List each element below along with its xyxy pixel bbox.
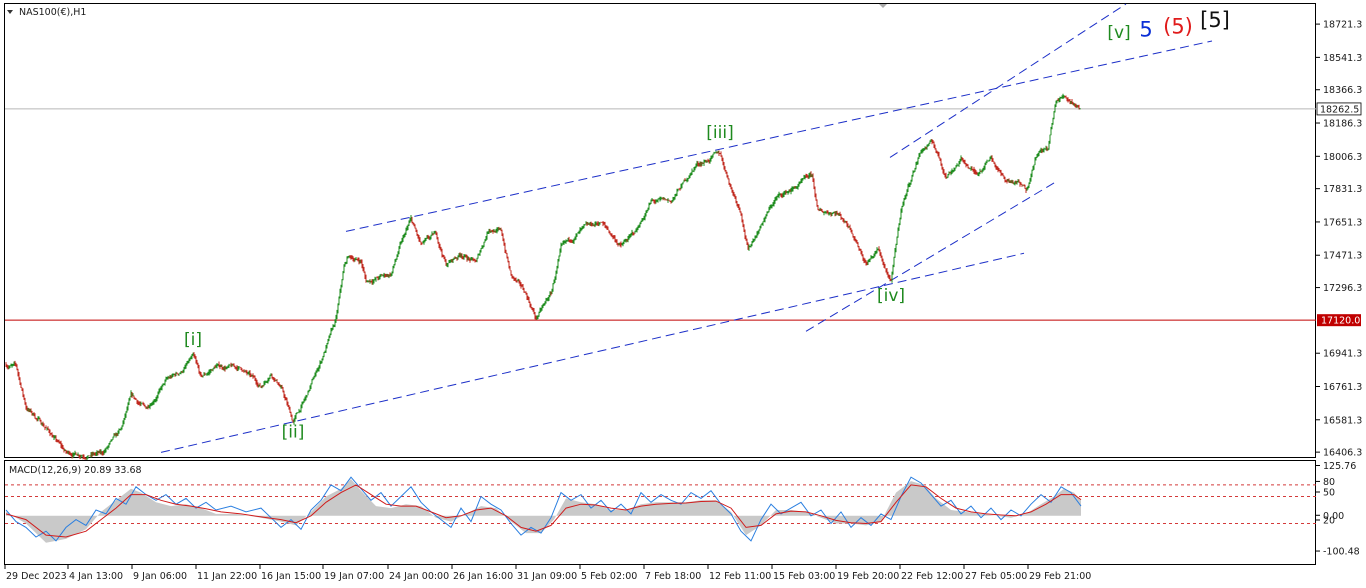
macd-tick-label: 80 (1323, 477, 1335, 488)
current-price-tag (1316, 102, 1362, 116)
wave-label: [ii] (282, 423, 305, 443)
time-axis: 29 Dec 2023 4 Jan 13:00 9 Jan 06:00 11 Jan … (4, 565, 1091, 582)
signal-line (5, 484, 1082, 538)
time-tick-label: 22 Feb 12:00 (901, 571, 963, 582)
wave-label: 5 (1139, 17, 1152, 41)
collapse-triangle-icon[interactable] (7, 10, 13, 14)
time-tick-label: 15 Feb 03:00 (773, 571, 835, 582)
macd-tick-label: 20 (1323, 515, 1335, 526)
trendline-1 (160, 252, 1025, 453)
trendline-3 (805, 180, 1059, 332)
price-tick-label: 18541.3 (1323, 53, 1362, 64)
wave-label: (5) (1163, 15, 1193, 39)
macd-line (5, 476, 1082, 542)
macd-pane-frame (4, 460, 1316, 565)
level-price-tag (1317, 314, 1361, 327)
price-tick-label: 18006.3 (1323, 152, 1362, 163)
time-tick-label: 11 Jan 22:00 (197, 571, 257, 582)
scroll-marker-icon (879, 4, 887, 8)
price-tick-label: 16761.3 (1323, 382, 1362, 393)
price-tick-label: 17471.3 (1323, 251, 1362, 262)
price-tick-label: 16406.3 (1323, 448, 1362, 459)
price-pane-title: NAS100(€),H1 (19, 7, 86, 18)
time-tick-label: 7 Feb 18:00 (645, 571, 701, 582)
price-tick-label: 16941.3 (1323, 349, 1362, 360)
price-pane[interactable]: [i] [ii] [iii] [iv] [v] 5 (5) [5] 18721.3 18541.… (4, 3, 1363, 460)
macd-title: MACD(12,26,9) 20.89 33.68 (9, 465, 142, 476)
price-tick-label: 17651.3 (1323, 217, 1362, 228)
macd-tick-label: 0.00 (1323, 511, 1344, 522)
time-tick-label: 16 Jan 15:00 (261, 571, 321, 582)
time-tick-label: 29 Dec 2023 (6, 571, 67, 582)
time-tick-label: 24 Jan 00:00 (389, 571, 449, 582)
wave-label: [iv] (877, 286, 905, 306)
time-tick-label: 12 Feb 11:00 (709, 571, 771, 582)
price-tick-label: 17296.3 (1323, 283, 1362, 294)
time-tick-label: 19 Jan 07:00 (324, 571, 384, 582)
time-tick-label: 5 Feb 02:00 (581, 571, 637, 582)
trendline-2 (345, 40, 1213, 232)
time-tick-label: 31 Jan 09:00 (517, 571, 577, 582)
time-tick-label: 9 Jan 06:00 (133, 571, 187, 582)
price-pane-frame (4, 3, 1316, 458)
trendline-4 (889, 3, 1127, 158)
time-tick-label: 4 Jan 13:00 (69, 571, 123, 582)
time-tick-label: 27 Feb 05:00 (965, 571, 1027, 582)
price-axis: 18721.3 18541.3 18366.3 18186.3 18006.3 17831… (1316, 20, 1362, 459)
time-tick-label: 19 Feb 20:00 (837, 571, 899, 582)
current-price-label: 18262.5 (1320, 104, 1359, 115)
wave-label: [v] (1107, 23, 1130, 43)
price-tick-label: 18721.3 (1323, 20, 1362, 31)
price-tick-label: 16581.3 (1323, 415, 1362, 426)
macd-tick-label: 125.76 (1323, 461, 1356, 472)
price-tick-label: 18186.3 (1323, 119, 1362, 130)
level-price-label: 17120.0 (1321, 316, 1360, 327)
price-tick-label: 18366.3 (1323, 85, 1362, 96)
time-tick-label: 29 Feb 21:00 (1029, 571, 1091, 582)
macd-tick-label: 50 (1323, 487, 1335, 498)
price-tick-label: 17831.3 (1323, 184, 1362, 195)
wave-label: [i] (184, 330, 202, 350)
time-tick-label: 26 Jan 16:00 (453, 571, 513, 582)
candles (5, 93, 1081, 460)
wave-labels: [i] [ii] [iii] [iv] [v] 5 (5) [5] (184, 8, 1230, 442)
trendlines[interactable] (160, 3, 1213, 453)
wave-label: [5] (1200, 8, 1230, 32)
wave-label: [iii] (706, 123, 733, 143)
macd-tick-label: -100.48 (1323, 547, 1360, 558)
